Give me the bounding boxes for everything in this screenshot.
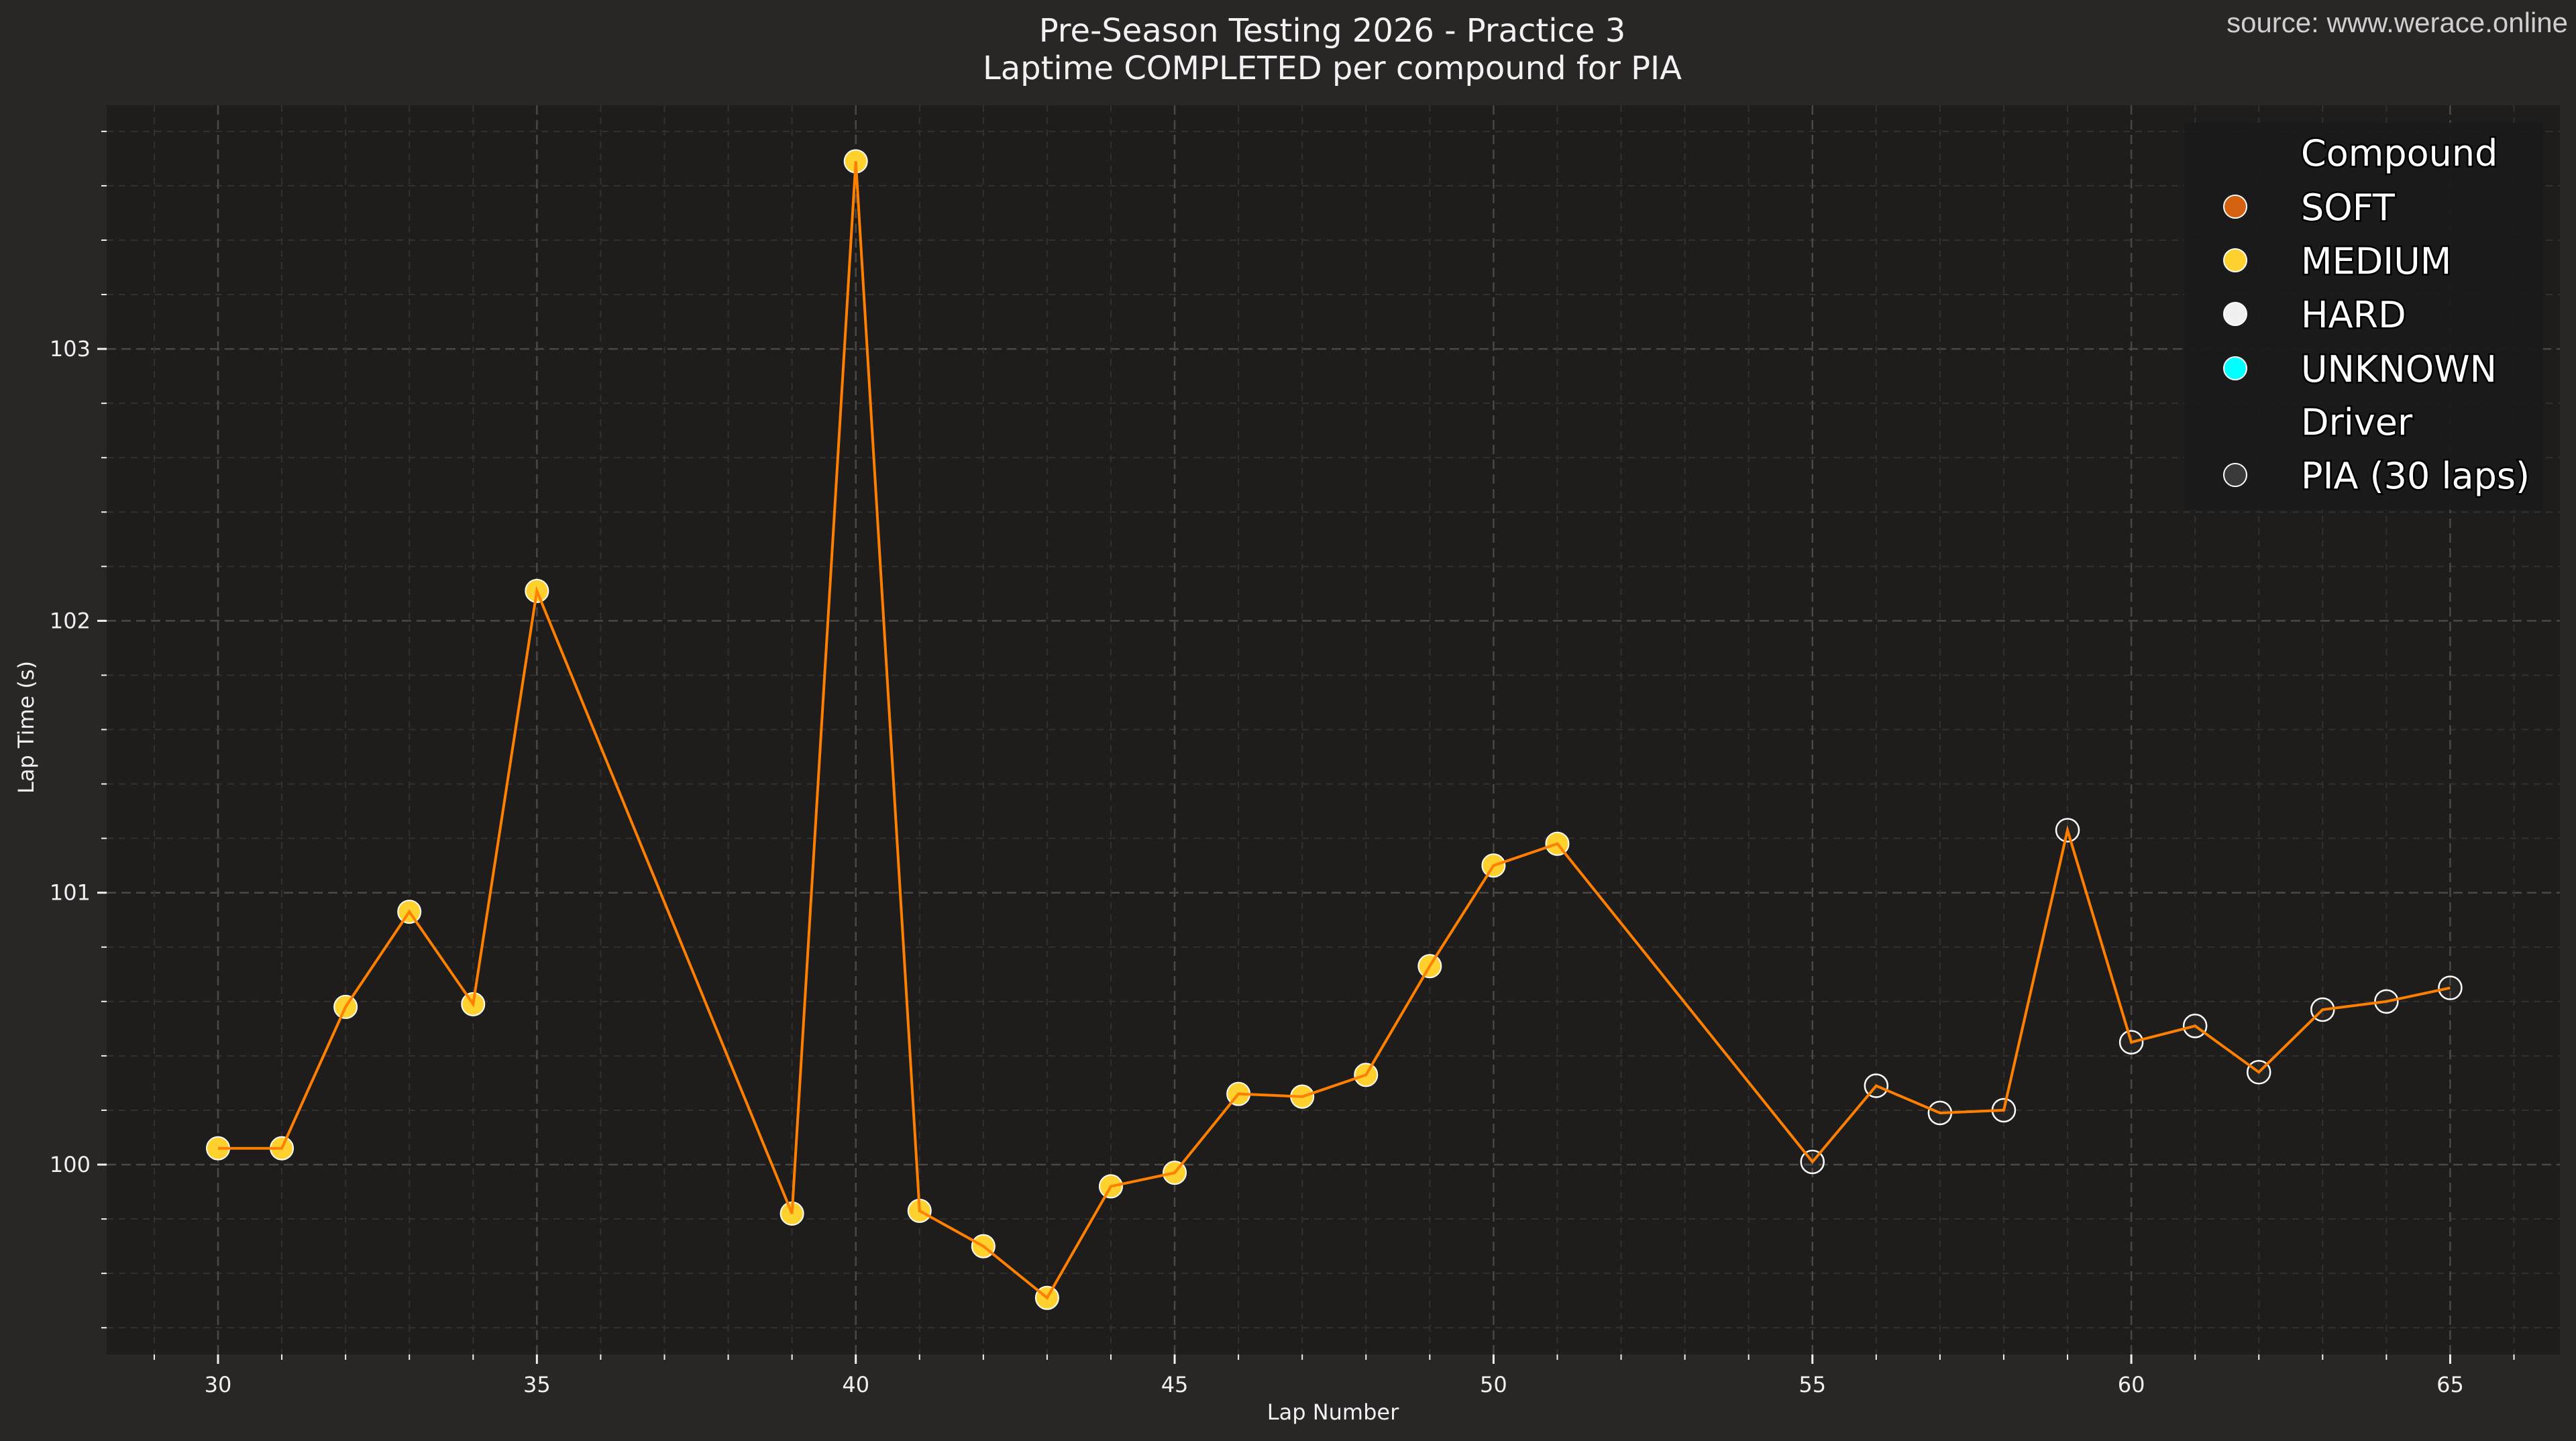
source-credit: source: www.werace.online	[2226, 7, 2568, 38]
legend-unknown-marker-icon	[2223, 356, 2247, 380]
lap-marker-hard	[2374, 989, 2399, 1014]
lap-marker-hard	[2438, 975, 2463, 1000]
y-axis-label: Lap Time (s)	[13, 661, 39, 794]
legend-soft-marker-icon	[2223, 195, 2247, 219]
x-tick-label: 65	[2436, 1372, 2464, 1397]
legend-hard-marker-icon	[2223, 302, 2247, 326]
y-tick-label: 102	[50, 608, 91, 633]
lap-markers	[206, 149, 2463, 1310]
lap-marker-hard	[1864, 1073, 1889, 1098]
legend-hard-label: HARD	[2301, 294, 2406, 336]
legend-soft-label: SOFT	[2301, 186, 2396, 229]
axis-ticks: 100 101 102 103 30 35 40 45 50 55 60 65	[50, 130, 2515, 1397]
legend-title-driver: Driver	[2301, 401, 2413, 443]
legend-driver-marker-icon	[2223, 463, 2247, 487]
lap-marker-hard	[1800, 1149, 1825, 1175]
lap-time-line	[218, 161, 2451, 1300]
chart-title-line2: Laptime COMPLETED per compound for PIA	[983, 50, 1682, 87]
x-tick-label: 40	[842, 1372, 869, 1397]
legend-medium-label: MEDIUM	[2301, 240, 2451, 282]
x-tick-label: 55	[1799, 1372, 1826, 1397]
x-tick-label: 35	[523, 1372, 551, 1397]
y-tick-label: 100	[50, 1152, 91, 1177]
x-tick-label: 60	[2118, 1372, 2145, 1397]
lap-marker-hard	[2055, 818, 2080, 843]
y-tick-label: 103	[50, 336, 91, 362]
lap-marker-hard	[2246, 1059, 2271, 1085]
plot-area: 100 101 102 103 30 35 40 45 50 55 60 65	[50, 105, 2560, 1397]
x-axis-label: Lap Number	[1267, 1399, 1399, 1425]
x-tick-label: 45	[1161, 1372, 1189, 1397]
legend: Compound SOFT MEDIUM HARD UNKNOWN Driver…	[2184, 123, 2543, 510]
legend-title-compound: Compound	[2301, 132, 2498, 174]
y-tick-label: 101	[50, 880, 91, 906]
legend-unknown-label: UNKNOWN	[2301, 348, 2497, 390]
chart-title-line1: Pre-Season Testing 2026 - Practice 3	[1039, 12, 1626, 50]
legend-medium-marker-icon	[2223, 248, 2247, 272]
lap-marker-hard	[2118, 1030, 2144, 1055]
x-tick-label: 50	[1480, 1372, 1507, 1397]
legend-driver-label: PIA (30 laps)	[2301, 455, 2530, 497]
lap-marker-hard	[2182, 1014, 2208, 1038]
x-tick-label: 30	[205, 1372, 232, 1397]
lap-marker-hard	[2310, 997, 2335, 1022]
